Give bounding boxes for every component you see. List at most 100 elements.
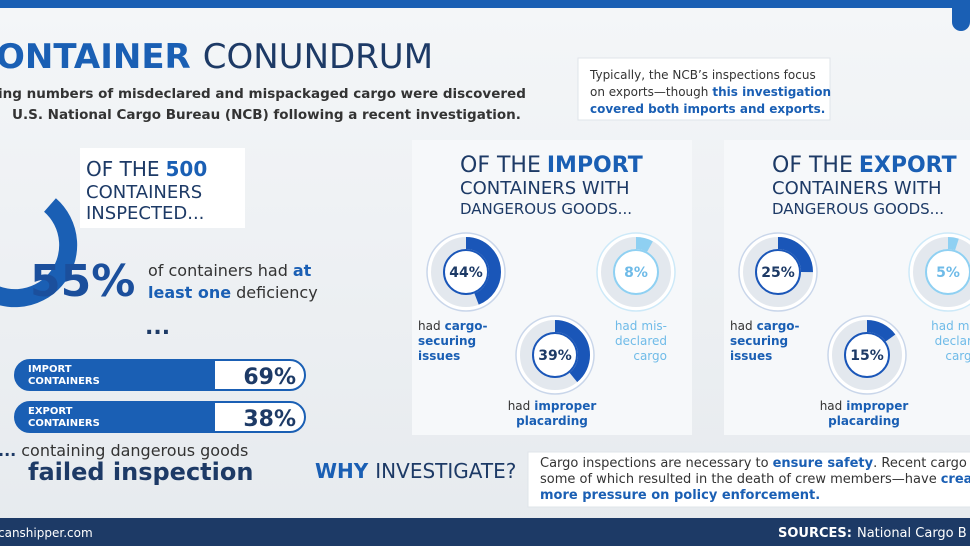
text: containing dangerous goods (21, 441, 248, 460)
why-rest: INVESTIGATE? (375, 459, 516, 483)
donut-inner (532, 332, 578, 378)
donut-inner (925, 249, 970, 295)
ellipsis: ... (0, 441, 16, 460)
bar-label: CONTAINERS (28, 418, 100, 429)
bar-label: IMPORT (28, 364, 72, 375)
why-text: Cargo inspections are necessary to ensure… (540, 456, 970, 471)
donut-caption: placarding (828, 414, 900, 428)
caption-emph: securing (730, 334, 788, 348)
bar-label-bg (15, 360, 215, 390)
bar-value: 38% (243, 407, 296, 432)
caption-emph: mis (958, 319, 970, 333)
why-title: WHY INVESTIGATE? (315, 459, 516, 483)
donut-arc (913, 237, 970, 307)
why-text: some of which resulted in the death of c… (540, 472, 970, 487)
text-emph: more pressure on policy enforcement. (540, 488, 820, 503)
footer-sources: SOURCES: National Cargo B (778, 526, 967, 541)
overview-box (80, 148, 245, 228)
heading-text: CONTAINERS (86, 182, 202, 203)
heading-number: 500 (166, 157, 208, 181)
title-bold: ONTAINER (0, 37, 191, 77)
footer-bar (0, 518, 970, 546)
caption-emph: issues (418, 349, 460, 363)
donut-arc (601, 237, 671, 307)
donut-caption: had mis- (615, 319, 667, 333)
donut-arc (743, 237, 813, 307)
donut-caption: securing (730, 334, 788, 348)
heading-text: OF THE (460, 153, 541, 178)
note-highlight: covered both imports and exports. (590, 102, 825, 116)
caption-emph: securing (418, 334, 476, 348)
donut-label: 5% (936, 265, 960, 281)
overview-text: of containers had at (148, 261, 312, 280)
caption-plain: had (730, 319, 753, 333)
donut-inner (613, 249, 659, 295)
caption-emph: cargo (945, 349, 970, 363)
caption-emph: improper (846, 399, 908, 413)
donut-caption: had cargo- (730, 319, 800, 333)
headline: 55% (30, 256, 135, 307)
caption-emph: placarding (516, 414, 588, 428)
caption-emph: declared (615, 334, 667, 348)
caption-emph: placarding (828, 414, 900, 428)
donut-arc (832, 320, 902, 390)
heading-emph: IMPORT (547, 153, 643, 178)
heading-text: INSPECTED... (86, 203, 204, 224)
text: Cargo inspections are necessary to (540, 456, 769, 471)
result-emph: failed inspection (28, 458, 253, 486)
text: of containers had (148, 261, 288, 280)
donut-caption: placarding (516, 414, 588, 428)
text: some of which resulted in the death of c… (540, 472, 937, 487)
caption-plain: had (820, 399, 843, 413)
subtitle: ing numbers of misdeclared and mispackag… (0, 86, 526, 102)
caption-emph: cargo- (757, 319, 800, 333)
donut-caption: had cargo- (418, 319, 488, 333)
panel-heading: CONTAINERS WITH (772, 178, 942, 199)
donut-arc (520, 320, 590, 390)
why-bold: WHY (315, 459, 369, 483)
donut-label: 25% (761, 265, 795, 281)
caption-plain: had (931, 319, 954, 333)
caption-emph: issues (730, 349, 772, 363)
text-emph: ensure safety (773, 456, 874, 471)
caption-plain: had (615, 319, 638, 333)
text-emph: least one (148, 283, 231, 302)
donut-caption: securing (418, 334, 476, 348)
text: deficiency (236, 283, 318, 302)
corner-tab (952, 8, 970, 31)
donut-arc (431, 237, 501, 307)
note-text: on exports—though this investigation (590, 85, 831, 99)
caption-emph: declare (935, 334, 970, 348)
caption-plain: had (418, 319, 441, 333)
bar-label: EXPORT (28, 406, 73, 417)
heading-emph: EXPORT (859, 153, 957, 178)
panel-heading: DANGEROUS GOODS... (772, 200, 944, 218)
heading-text: OF THE (772, 153, 853, 178)
donut-caption: had improper (508, 399, 597, 413)
donut-caption: issues (418, 349, 460, 363)
subtitle: U.S. National Cargo Bureau (NCB) followi… (12, 107, 521, 123)
caption-emph: mis- (641, 319, 667, 333)
donut-label: 39% (538, 348, 572, 364)
donut-caption: declared (615, 334, 667, 348)
donut-inner (443, 249, 489, 295)
bar-label: CONTAINERS (28, 376, 100, 387)
panel-heading: OF THE IMPORT (460, 153, 643, 178)
sources-label: SOURCES: (778, 526, 852, 541)
text-emph: at (293, 261, 312, 280)
top-bar (0, 0, 970, 8)
donut-inner (844, 332, 890, 378)
donut-caption: cargo (945, 349, 970, 363)
donut-caption: had improper (820, 399, 909, 413)
result-text: ... containing dangerous goods (0, 441, 248, 460)
sources: National Cargo B (857, 526, 967, 541)
donut-caption: declare (935, 334, 970, 348)
title: ONTAINER CONUNDRUM (0, 37, 433, 77)
caption-emph: cargo (633, 349, 667, 363)
caption-emph: cargo- (445, 319, 488, 333)
title-rest: CONUNDRUM (203, 37, 433, 77)
note-highlight: this investigation (712, 85, 831, 99)
